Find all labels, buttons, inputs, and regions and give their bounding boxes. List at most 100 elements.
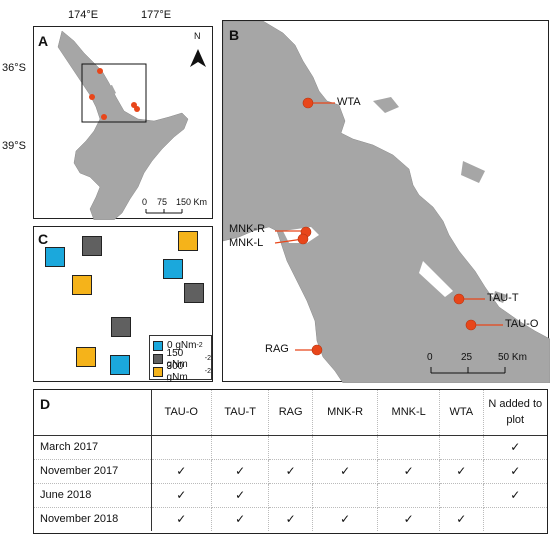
legend-label-2: 300 gNm: [166, 360, 188, 383]
panel-a-overview-map: A N 0 75 150 Km: [33, 26, 213, 220]
lon-tick-174: 174°E: [68, 9, 99, 21]
panel-d-label: D: [40, 396, 51, 412]
plot-square-blue: [163, 259, 183, 279]
row-label: March 2017: [34, 435, 152, 460]
table-cell: [312, 483, 379, 508]
col-header: N added to plot: [483, 390, 547, 436]
row-label: June 2018: [34, 483, 152, 508]
table-cell: ✓: [211, 507, 270, 531]
site-dot: [89, 94, 95, 100]
table-cell: ✓: [312, 507, 379, 531]
table-cell: ✓: [439, 459, 484, 484]
table-cell: ✓: [483, 435, 547, 460]
table-cell: ✓: [377, 459, 441, 484]
legend-row-2: 300 gNm -2: [150, 361, 211, 383]
plot-square-blue: [110, 355, 130, 375]
table-row: June 2018 ✓ ✓ ✓: [34, 483, 547, 508]
panel-d-sampling-table: D TAU-O TAU-T RAG MNK-R MNK-L WTA N adde…: [33, 389, 548, 534]
col-header: TAU-T: [211, 390, 270, 436]
table-cell: ✓: [151, 459, 213, 484]
table-cell: [439, 483, 484, 508]
table-cell: [151, 435, 213, 460]
table-cell: [439, 435, 484, 460]
legend-label-0: 0 gNm: [167, 340, 197, 351]
col-header: MNK-L: [377, 390, 441, 436]
table-cell: ✓: [151, 507, 213, 531]
table-cell: ✓: [268, 459, 313, 484]
site-label-tau-o: TAU-O: [505, 318, 539, 330]
legend-swatch-blue: [153, 340, 163, 351]
table-cell: [312, 435, 379, 460]
panel-c-plot-layout: C 0 gNm -2 150 gNm -2 300 gNm -2: [33, 226, 213, 383]
plot-square-yellow: [178, 231, 198, 251]
site-label-tau-t: TAU-T: [487, 292, 519, 304]
table-cell: ✓: [483, 483, 547, 508]
col-header: RAG: [268, 390, 313, 436]
legend-swatch-yellow: [153, 366, 163, 377]
site-label-rag: RAG: [265, 343, 289, 355]
legend-sup-0: -2: [196, 342, 203, 349]
row-label: November 2018: [34, 507, 152, 531]
auckland-region-map: [223, 21, 550, 383]
col-header: WTA: [439, 390, 484, 436]
legend-row-0: 0 gNm -2: [150, 339, 211, 352]
site-label-wta: WTA: [337, 96, 361, 108]
table-row: November 2017 ✓ ✓ ✓ ✓ ✓ ✓ ✓: [34, 459, 547, 484]
lat-tick-36: 36°S: [2, 62, 26, 74]
panel-c-label: C: [38, 231, 49, 247]
table-cell: ✓: [151, 483, 213, 508]
plot-square-blue: [45, 247, 65, 267]
site-marker-tau-t: [453, 293, 465, 305]
panel-a-label: A: [38, 33, 49, 49]
table-cell: [377, 483, 441, 508]
site-marker-wta: [302, 97, 314, 109]
table-cell: [268, 483, 313, 508]
legend-swatch-grey: [153, 353, 163, 364]
scale-label-0: 0: [142, 197, 148, 207]
north-label: N: [194, 31, 201, 41]
table-row: March 2017 ✓: [34, 435, 547, 460]
plot-square-grey: [82, 236, 102, 256]
col-header: MNK-R: [312, 390, 379, 436]
legend-label-1: 150 gNm: [166, 347, 188, 370]
plot-square-grey: [111, 317, 131, 337]
scale-bar: [145, 209, 183, 214]
plot-square-yellow: [72, 275, 92, 295]
north-arrow-icon: [190, 49, 206, 67]
site-dot: [97, 68, 103, 74]
site-marker-tau-o: [465, 319, 477, 331]
plot-square-yellow: [76, 347, 96, 367]
table-cell: ✓: [439, 507, 484, 531]
plot-square-grey: [184, 283, 204, 303]
scale-label-150: 150 Km: [176, 197, 208, 207]
row-label: November 2017: [34, 459, 152, 484]
table-cell: ✓: [211, 459, 270, 484]
scale-b-label-25: 25: [461, 352, 473, 363]
legend-row-1: 150 gNm -2: [150, 348, 211, 370]
panel-b-label: B: [229, 27, 240, 43]
legend-sup-1: -2: [204, 355, 211, 362]
site-dot: [134, 106, 140, 112]
site-dot: [101, 114, 107, 120]
site-label-mnk-r: MNK-R: [229, 223, 266, 235]
table-cell: ✓: [211, 483, 270, 508]
site-marker-mnk-l: [297, 233, 309, 245]
table-cell: [483, 507, 547, 531]
scale-b-label-50: 50 Km: [498, 352, 527, 363]
sampling-table: D TAU-O TAU-T RAG MNK-R MNK-L WTA N adde…: [34, 390, 547, 531]
table-cell: ✓: [268, 507, 313, 531]
lon-tick-177: 177°E: [141, 9, 172, 21]
lat-tick-39: 39°S: [2, 140, 26, 152]
table-row: November 2018 ✓ ✓ ✓ ✓ ✓ ✓: [34, 507, 547, 531]
table-cell: ✓: [312, 459, 379, 484]
table-corner: D: [34, 390, 152, 436]
scale-bar-b: [430, 367, 506, 374]
legend-sup-2: -2: [204, 368, 211, 375]
table-cell: [377, 435, 441, 460]
col-header: TAU-O: [151, 390, 213, 436]
site-marker-rag: [311, 344, 323, 356]
table-cell: [211, 435, 270, 460]
scale-b-label-0: 0: [427, 352, 433, 363]
new-zealand-north-island-map: [57, 30, 206, 220]
table-cell: ✓: [377, 507, 441, 531]
